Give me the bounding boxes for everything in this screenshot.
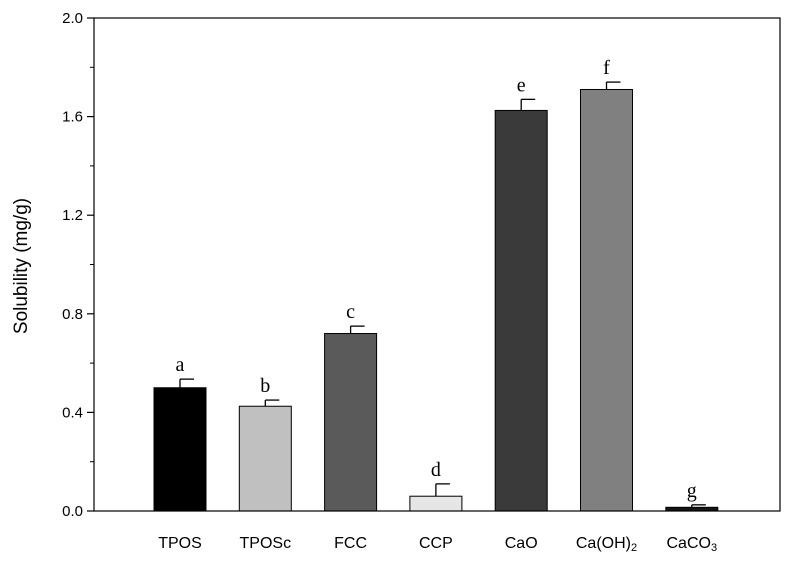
bar-1 <box>238 405 292 512</box>
bars-group: a b c d e f g <box>153 57 719 512</box>
significance-letter-2: c <box>346 301 355 323</box>
bar-4 <box>494 109 548 512</box>
significance-letter-4: e <box>517 74 526 96</box>
axes-group: TPOS TPOSc FCC CCP CaO Ca(OH)2 CaCO3 0.0 0.4 0.8 1… <box>62 10 781 554</box>
category-label-subscript-5: 2 <box>631 542 637 554</box>
category-label-1: TPOSc <box>240 535 292 552</box>
category-label-3: CCP <box>419 535 453 552</box>
y-tick-label-1: 0.4 <box>62 404 83 421</box>
significance-letter-3: d <box>431 459 441 481</box>
category-label-0: TPOS <box>158 535 202 552</box>
category-label-6: CaCO3 <box>667 535 718 554</box>
category-label-subscript-6: 3 <box>711 542 717 554</box>
y-tick-label-5: 2.0 <box>62 10 83 27</box>
bar-0 <box>153 387 207 512</box>
category-label-5: Ca(OH)2 <box>576 535 637 554</box>
y-tick-label-3: 1.2 <box>62 207 83 224</box>
bar-3 <box>409 495 463 512</box>
y-tick-label-4: 1.6 <box>62 109 83 126</box>
significance-letter-1: b <box>260 375 270 397</box>
significance-letter-0: a <box>176 354 185 376</box>
significance-letter-6: g <box>687 480 697 502</box>
y-tick-label-2: 0.8 <box>62 306 83 323</box>
y-axis-title: Solubility (mg/g) <box>11 198 32 334</box>
bar-5 <box>580 88 633 512</box>
bar-2 <box>324 333 378 512</box>
significance-letter-5: f <box>603 57 610 79</box>
category-label-2: FCC <box>334 535 367 552</box>
y-tick-label-0: 0.0 <box>62 503 83 520</box>
category-label-4: CaO <box>505 535 538 552</box>
